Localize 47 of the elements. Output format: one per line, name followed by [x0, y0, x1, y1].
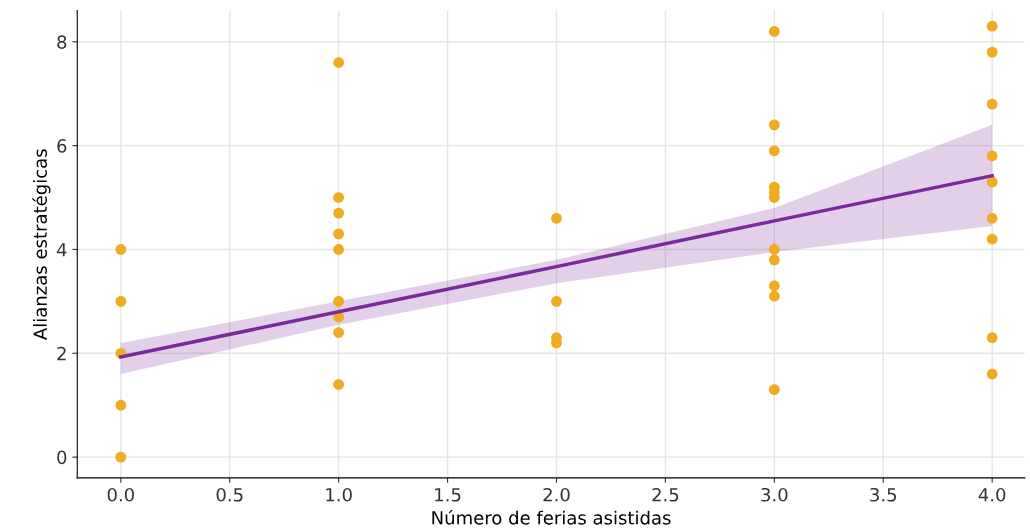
point — [986, 332, 998, 344]
point — [986, 176, 998, 188]
y-tick-label: 4 — [56, 243, 67, 257]
point — [115, 244, 127, 255]
x-axis-title: Número de ferias asistidas — [432, 509, 671, 525]
point — [333, 207, 345, 219]
point — [986, 150, 998, 162]
x-tick-label: 2.5 — [652, 487, 679, 502]
point — [986, 46, 998, 58]
point — [115, 451, 127, 463]
x-tick-label: 1.5 — [435, 488, 461, 502]
point — [986, 368, 998, 380]
point — [986, 233, 998, 245]
point — [768, 384, 780, 396]
y-tick-label: 8 — [57, 35, 67, 49]
x-tick-label: 3.5 — [870, 487, 897, 502]
y-tick-label: 6 — [57, 139, 67, 153]
point — [986, 20, 998, 32]
y-tick-label: 0 — [57, 450, 67, 465]
point — [333, 57, 345, 68]
point — [333, 327, 345, 338]
point — [768, 119, 780, 131]
point — [115, 295, 127, 307]
point — [551, 295, 562, 307]
x-tick-label: 4.0 — [978, 487, 1006, 502]
point — [333, 228, 345, 240]
point — [768, 254, 780, 266]
point — [768, 290, 780, 302]
point — [986, 212, 998, 224]
y-axis-title: Alianzas estratégicas — [32, 149, 51, 340]
x-tick-label: 3.0 — [761, 487, 788, 502]
y-tick-label: 2 — [57, 346, 66, 361]
point — [551, 212, 562, 224]
point — [333, 295, 345, 307]
point — [115, 399, 127, 411]
point — [333, 192, 345, 203]
point — [768, 280, 780, 292]
point — [986, 98, 998, 110]
point — [768, 244, 780, 255]
point — [768, 26, 780, 37]
x-tick-label: 0.0 — [107, 487, 134, 502]
x-tick-label: 0.5 — [216, 487, 243, 502]
point — [768, 145, 780, 157]
point — [333, 244, 345, 255]
x-tick-label: 1.0 — [326, 487, 352, 502]
x-tick-label: 2.0 — [543, 487, 570, 502]
point — [333, 379, 345, 390]
